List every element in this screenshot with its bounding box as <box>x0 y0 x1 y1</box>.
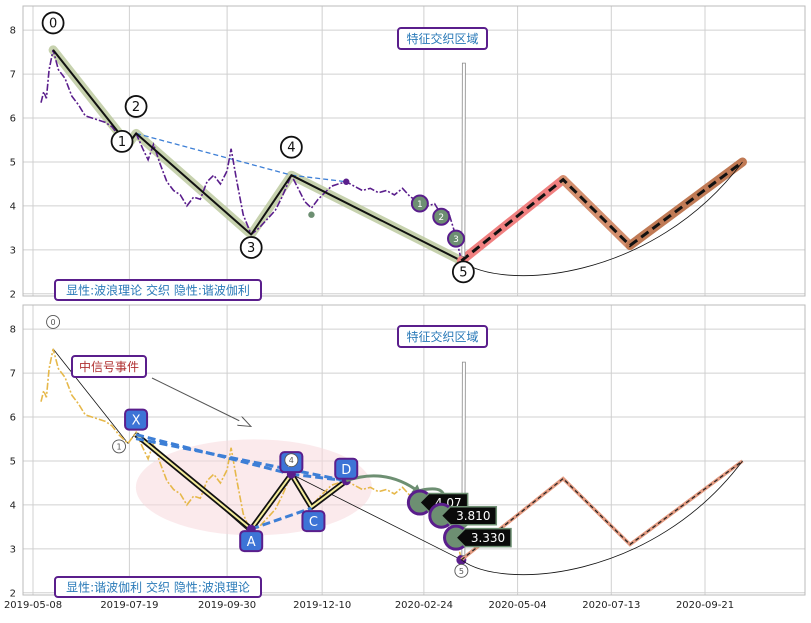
ratio-line-xb <box>135 433 292 476</box>
bottom-x-ticks: 2019-05-08 2019-07-19 2019-09-30 2019-12-10… <box>4 600 734 611</box>
bottom-y-tick-label-8: 8 <box>10 325 16 336</box>
top-plot-frame <box>22 5 806 297</box>
bottom-y-tick-label-2: 2 <box>10 588 16 599</box>
bottom-legend-box: 显性:谐波伽利 交织 隐性:波浪理论 <box>54 576 262 598</box>
faded-wave-label-0: 0 <box>51 318 56 327</box>
top-y-tick-label-7: 7 <box>10 70 16 81</box>
top-grid <box>23 6 805 296</box>
wave-point-marker-0 <box>41 11 65 35</box>
top-y-tick-label-2: 2 <box>10 289 16 300</box>
top-annotation-title: 特征交织区域 <box>406 31 478 46</box>
wave-line <box>52 49 462 262</box>
bottom-y-tick-label-7: 7 <box>10 369 16 380</box>
harmonic-point-label-A: A <box>247 535 256 550</box>
projection-arc <box>461 161 743 277</box>
bottom-y-tick-label-3: 3 <box>10 544 16 555</box>
price-box-label-2: 3.810 <box>456 509 490 523</box>
top-y-tick-label-5: 5 <box>10 157 16 168</box>
wave-point-label-1: 1 <box>118 135 126 150</box>
sub-wave-label-2: 2 <box>438 213 444 223</box>
price-series-line-bottom <box>40 348 463 560</box>
top-y-tick-label-6: 6 <box>10 114 16 125</box>
top-y-ticks: 2 3 4 5 6 7 8 <box>10 26 16 301</box>
projection-arc-bottom <box>461 460 743 576</box>
wave-point-marker-3 <box>239 236 263 259</box>
wave-point-label-0: 0 <box>49 16 57 31</box>
ratio-line-bd <box>291 472 347 483</box>
price-series-line <box>40 49 463 261</box>
harmonic-point-label-C: C <box>309 515 318 530</box>
bottom-x-tick-label-2020-02-24: 2020-02-24 <box>395 600 453 611</box>
faded-wave-marker-0 <box>46 314 61 329</box>
price-box-2 <box>440 505 498 526</box>
bottom-x-tick-label-2020-05-04: 2020-05-04 <box>489 600 547 611</box>
wave-point-marker-4 <box>279 135 303 159</box>
top-y-tick-label-3: 3 <box>10 245 16 256</box>
top-y-tick-label-8: 8 <box>10 26 16 37</box>
bottom-x-tick-label-2019-05-08: 2019-05-08 <box>4 600 62 611</box>
faded-wave-label-1: 1 <box>116 442 121 451</box>
bottom-x-tick-label-2020-07-13: 2020-07-13 <box>582 600 640 611</box>
wave-point-marker-2 <box>124 95 148 118</box>
sub-wave-marker-1 <box>410 194 429 213</box>
faded-wave-label-5: 5 <box>459 567 464 576</box>
panel-top-wave-chart: 2 3 4 5 6 7 8 1 2 3 0 1 2 3 4 5 特征交织区域 显性:波浪理论 交织 隐性:谐… <box>10 5 806 301</box>
top-annotation-title-box: 特征交织区域 <box>397 27 488 50</box>
channel-line-upper <box>135 132 292 176</box>
bottom-y-tick-label-5: 5 <box>10 456 16 467</box>
bottom-y-ticks: 2 3 4 5 6 7 8 <box>10 325 16 600</box>
ratio-line-ac <box>250 506 312 531</box>
harmonic-point-label-D: D <box>341 463 351 478</box>
forecast-dashed-bottom <box>461 460 743 561</box>
bottom-annotation-title-box: 特征交织区域 <box>397 325 488 348</box>
bottom-legend-text: 显性:谐波伽利 交织 隐性:波浪理论 <box>66 580 250 595</box>
wave-point-marker-5 <box>451 260 475 284</box>
wave-point-label-4: 4 <box>287 141 295 156</box>
bottom-x-tick-label-2019-07-19: 2019-07-19 <box>100 600 158 611</box>
bottom-plot-frame <box>22 304 806 596</box>
bottom-x-tick-label-2019-12-10: 2019-12-10 <box>293 600 351 611</box>
top-legend-text: 显性:波浪理论 交织 隐性:谐波伽利 <box>66 283 250 298</box>
sub-wave-label-1: 1 <box>417 200 423 210</box>
harmonic-point-marker-C <box>301 510 326 533</box>
time-needle-marker <box>461 62 466 257</box>
signal-note-arrow <box>151 377 250 426</box>
bottom-grid <box>23 305 805 595</box>
harmonic-point-marker-A <box>239 530 264 553</box>
wave-point-label-3: 3 <box>247 241 255 256</box>
sub-wave-label-3: 3 <box>453 235 459 245</box>
top-y-tick-label-4: 4 <box>10 201 16 212</box>
top-marks: 1 2 3 0 1 2 3 4 5 <box>40 11 747 284</box>
price-box-3 <box>454 527 512 548</box>
wave-point-label-2: 2 <box>132 100 140 115</box>
bottom-y-tick-label-6: 6 <box>10 413 16 424</box>
channel-line-extension <box>291 174 347 183</box>
sub-wave-marker-3 <box>447 229 466 248</box>
harmonic-point-marker-X <box>124 408 149 431</box>
faded-wave-marker-5 <box>454 563 469 578</box>
faded-wave-marker-1 <box>112 439 126 454</box>
sub-wave-marker-2 <box>432 207 451 226</box>
bottom-y-tick-label-4: 4 <box>10 500 16 511</box>
harmonic-point-marker-D <box>334 457 359 480</box>
bottom-x-tick-label-2019-09-30: 2019-09-30 <box>198 600 256 611</box>
bottom-annotation-title: 特征交织区域 <box>406 329 478 344</box>
pivot-dot-c <box>308 211 315 218</box>
signal-note-box: 中信号事件 <box>71 355 147 378</box>
wave-point-marker-1 <box>110 130 134 153</box>
pivot-dot-d <box>343 178 350 185</box>
price-box-label-3: 3.330 <box>471 531 505 545</box>
faded-wave-marker-4 <box>284 453 299 468</box>
signal-note-text: 中信号事件 <box>79 359 139 374</box>
faded-wave-label-4: 4 <box>289 456 294 465</box>
forecast-dashed-line <box>460 160 744 262</box>
top-legend-box: 显性:波浪理论 交织 隐性:谐波伽利 <box>54 279 262 301</box>
wave-point-label-5: 5 <box>459 265 467 280</box>
harmonic-point-label-X: X <box>132 414 141 429</box>
bottom-x-tick-label-2020-09-21: 2020-09-21 <box>676 600 734 611</box>
